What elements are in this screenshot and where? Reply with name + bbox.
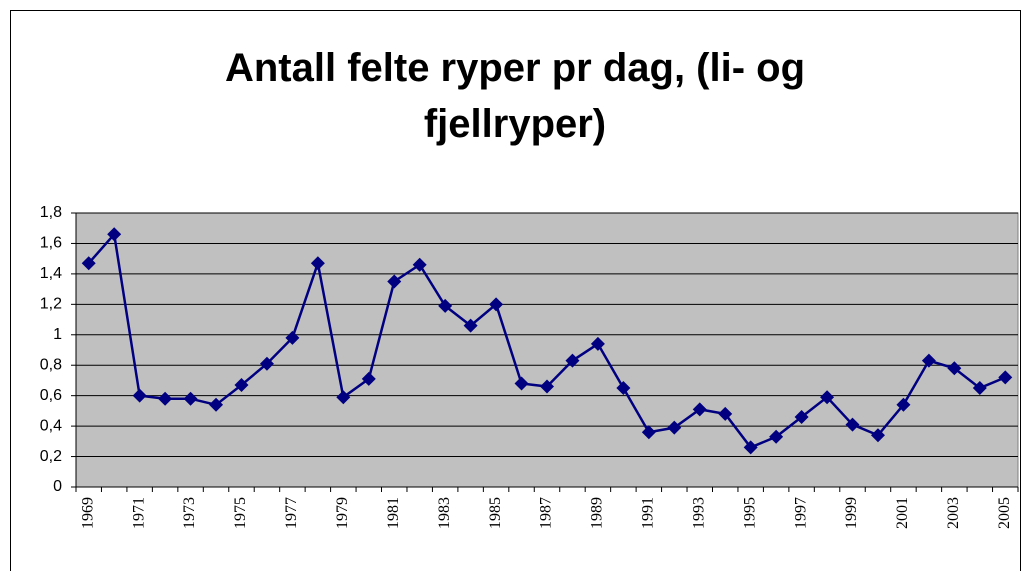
data-point	[234, 378, 249, 393]
y-tick-label: 1	[53, 326, 62, 343]
y-tick-label: 0,2	[40, 448, 62, 465]
data-point	[641, 425, 656, 440]
y-tick-label: 1,6	[40, 235, 62, 252]
data-point	[769, 429, 784, 444]
x-tick-label: 2001	[894, 497, 911, 529]
data-point	[896, 397, 911, 412]
chart-title: Antall felte ryper pr dag, (li- og fjell…	[224, 46, 806, 146]
data-point	[81, 256, 96, 271]
x-tick-label: 1995	[741, 497, 758, 529]
data-point	[590, 336, 605, 351]
y-tick-label: 0,4	[40, 417, 62, 434]
y-tick-label: 0,6	[40, 387, 62, 404]
chart-frame	[10, 10, 1021, 571]
data-point	[438, 298, 453, 313]
data-point	[387, 274, 402, 289]
x-tick-label: 1991	[640, 497, 657, 529]
data-point	[921, 353, 936, 368]
data-point	[845, 417, 860, 432]
x-tick-label: 1983	[436, 497, 453, 529]
x-tick-label: 1977	[283, 497, 300, 529]
x-tick-label: 1979	[334, 497, 351, 529]
data-point	[820, 390, 835, 405]
data-point	[183, 391, 198, 406]
y-tick-label: 1,2	[40, 296, 62, 313]
data-point	[132, 388, 147, 403]
x-tick-label: 1999	[843, 497, 860, 529]
data-point	[870, 428, 885, 443]
x-tick-label: 1975	[232, 497, 249, 529]
data-point	[565, 353, 580, 368]
data-point	[310, 256, 325, 271]
x-tick-label: 1997	[792, 497, 809, 529]
x-tick-label: 2003	[945, 497, 962, 529]
data-point	[285, 330, 300, 345]
data-point	[667, 420, 682, 435]
data-point	[514, 376, 529, 391]
data-point	[692, 402, 707, 417]
x-tick-label: 1985	[487, 497, 504, 529]
data-point	[743, 440, 758, 455]
data-point	[259, 356, 274, 371]
x-tick-label: 1989	[589, 497, 606, 529]
data-point	[794, 409, 809, 424]
x-tick-label: 1971	[130, 497, 147, 529]
x-tick-label: 1981	[385, 497, 402, 529]
x-tick-label: 1973	[181, 497, 198, 529]
x-tick-label: 1987	[538, 497, 555, 529]
data-point	[540, 379, 554, 394]
y-tick-label: 0,8	[40, 356, 62, 373]
plot-area	[75, 212, 1019, 488]
data-point	[412, 257, 427, 272]
data-point	[489, 297, 504, 312]
y-tick-label: 1,8	[40, 204, 62, 221]
data-point	[463, 318, 478, 333]
data-point	[158, 391, 173, 406]
data-point	[361, 371, 376, 386]
x-tick-label: 1969	[79, 497, 96, 529]
data-point	[718, 406, 733, 421]
data-point	[209, 397, 224, 412]
data-point	[107, 227, 122, 242]
data-point	[998, 370, 1013, 385]
y-tick-label: 0	[53, 478, 62, 495]
data-point	[947, 361, 962, 376]
y-tick-label: 1,4	[40, 265, 62, 282]
data-point	[972, 381, 987, 396]
x-tick-label: 1993	[690, 497, 707, 529]
data-point	[336, 390, 351, 405]
data-point	[616, 381, 631, 396]
x-tick-label: 2005	[996, 497, 1013, 529]
